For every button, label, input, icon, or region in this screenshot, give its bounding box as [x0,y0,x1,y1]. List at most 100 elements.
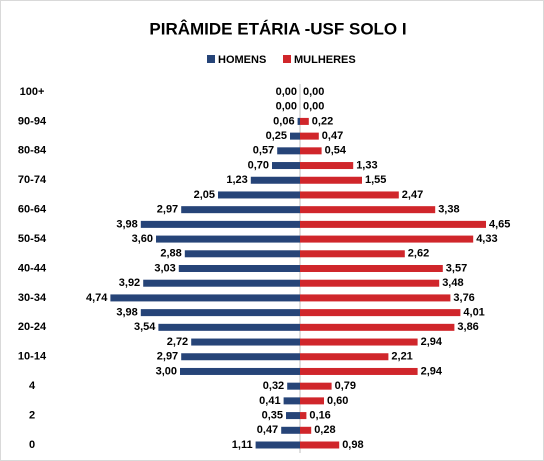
bar [272,162,300,170]
data-label: 1,11 [232,439,253,451]
bar [300,176,362,184]
bar [300,382,332,390]
bar [143,279,300,287]
data-label: 4,74 [86,292,108,304]
bar [290,132,300,140]
y-tick-label: 100+ [20,86,45,98]
bar [300,265,443,272]
data-label: 2,62 [408,248,429,260]
bar [300,397,324,405]
bar [300,441,340,449]
legend-swatch [283,55,291,63]
y-tick-label: 50-54 [18,233,47,245]
legend-label: MULHERES [294,54,356,66]
bar [300,323,455,331]
data-label: 0,79 [335,380,356,392]
data-label: 0,35 [262,409,283,421]
data-label: 1,23 [226,174,247,186]
y-tick-label: 80-84 [18,145,47,157]
data-label: 0,00 [276,101,297,113]
data-label: 3,86 [457,321,478,333]
data-label: 4,01 [463,307,484,319]
y-tick-label: 30-34 [18,292,47,304]
bar [156,235,300,243]
data-label: 2,21 [391,351,412,363]
y-tick-label: 2 [29,409,35,421]
data-label: 0,22 [312,115,333,127]
bar [300,309,461,317]
data-label: 2,97 [157,204,178,216]
data-label: 3,48 [442,277,463,289]
data-label: 2,05 [194,189,215,201]
bar [300,162,354,170]
data-label: 0,00 [276,86,297,98]
bar [255,441,300,449]
data-label: 3,54 [134,321,156,333]
data-label: 0,41 [259,395,280,407]
data-label: 1,33 [356,159,377,171]
bar [300,250,405,258]
data-label: 3,76 [453,292,474,304]
bar [181,353,300,361]
bar [300,338,418,346]
bar [140,220,300,228]
data-label: 0,54 [325,145,347,157]
bar [250,176,300,184]
data-label: 2,72 [167,336,188,348]
data-label: 3,98 [116,218,137,230]
bar [286,412,300,420]
y-tick-label: 90-94 [18,115,47,127]
bar [300,367,418,375]
data-label: 3,92 [119,277,140,289]
data-label: 0,06 [273,115,294,127]
data-label: 2,88 [160,248,181,260]
data-label: 0,00 [303,101,324,113]
data-label: 0,57 [253,145,274,157]
data-label: 3,60 [132,233,153,245]
bar [300,426,312,434]
y-tick-label: 40-44 [18,262,47,274]
bar [300,206,436,214]
y-tick-label: 0 [29,439,35,451]
data-label: 2,97 [157,351,178,363]
data-label: 0,32 [263,380,284,392]
data-label: 4,65 [489,218,510,230]
legend-swatch [207,55,215,63]
bar [300,279,440,287]
bar [180,367,300,375]
bar [158,323,300,331]
y-tick-label: 20-24 [18,321,47,333]
data-label: 3,38 [438,204,459,216]
data-label: 3,57 [446,262,467,274]
bar [283,397,300,405]
bar [300,353,389,361]
data-label: 3,03 [154,262,175,274]
bar [300,117,309,125]
bar [300,191,399,199]
legend-label: HOMENS [218,54,266,66]
data-label: 0,98 [342,439,363,451]
chart-title: PIRÂMIDE ETÁRIA -USF SOLO I [149,19,406,38]
data-label: 0,47 [322,130,343,142]
bar [218,191,300,199]
bar [300,220,486,228]
bar [287,382,300,390]
data-label: 1,55 [365,174,386,186]
bar [281,426,300,434]
bar [178,265,300,272]
bar [300,132,319,140]
data-label: 2,47 [402,189,423,201]
y-tick-label: 60-64 [18,204,47,216]
data-label: 4,33 [476,233,497,245]
bar [300,412,307,420]
bar [300,147,322,155]
data-label: 3,00 [156,365,177,377]
bar [191,338,300,346]
data-label: 0,00 [303,86,324,98]
data-label: 3,98 [116,307,137,319]
data-label: 0,60 [327,395,348,407]
y-tick-label: 4 [29,380,36,392]
data-label: 2,94 [421,365,443,377]
